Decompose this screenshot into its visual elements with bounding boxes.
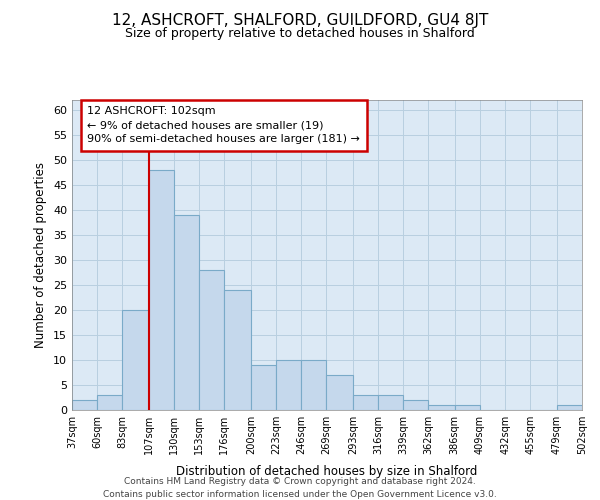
Text: Size of property relative to detached houses in Shalford: Size of property relative to detached ho… <box>125 28 475 40</box>
Bar <box>174 215 199 410</box>
Bar <box>378 395 403 410</box>
Bar <box>251 365 276 410</box>
X-axis label: Distribution of detached houses by size in Shalford: Distribution of detached houses by size … <box>176 466 478 478</box>
Bar <box>149 170 174 410</box>
Bar <box>199 270 224 410</box>
Bar <box>428 405 455 410</box>
Bar <box>97 395 122 410</box>
Bar <box>224 290 251 410</box>
Text: 12 ASHCROFT: 102sqm
← 9% of detached houses are smaller (19)
90% of semi-detache: 12 ASHCROFT: 102sqm ← 9% of detached hou… <box>88 106 360 144</box>
Bar <box>301 360 326 410</box>
Bar <box>276 360 301 410</box>
Bar <box>403 400 428 410</box>
Text: 12, ASHCROFT, SHALFORD, GUILDFORD, GU4 8JT: 12, ASHCROFT, SHALFORD, GUILDFORD, GU4 8… <box>112 12 488 28</box>
Bar <box>122 310 149 410</box>
Bar <box>455 405 480 410</box>
Bar <box>557 405 582 410</box>
Bar <box>72 400 97 410</box>
Y-axis label: Number of detached properties: Number of detached properties <box>34 162 47 348</box>
Bar <box>353 395 378 410</box>
Text: Contains HM Land Registry data © Crown copyright and database right 2024.
Contai: Contains HM Land Registry data © Crown c… <box>103 478 497 499</box>
Bar <box>326 375 353 410</box>
